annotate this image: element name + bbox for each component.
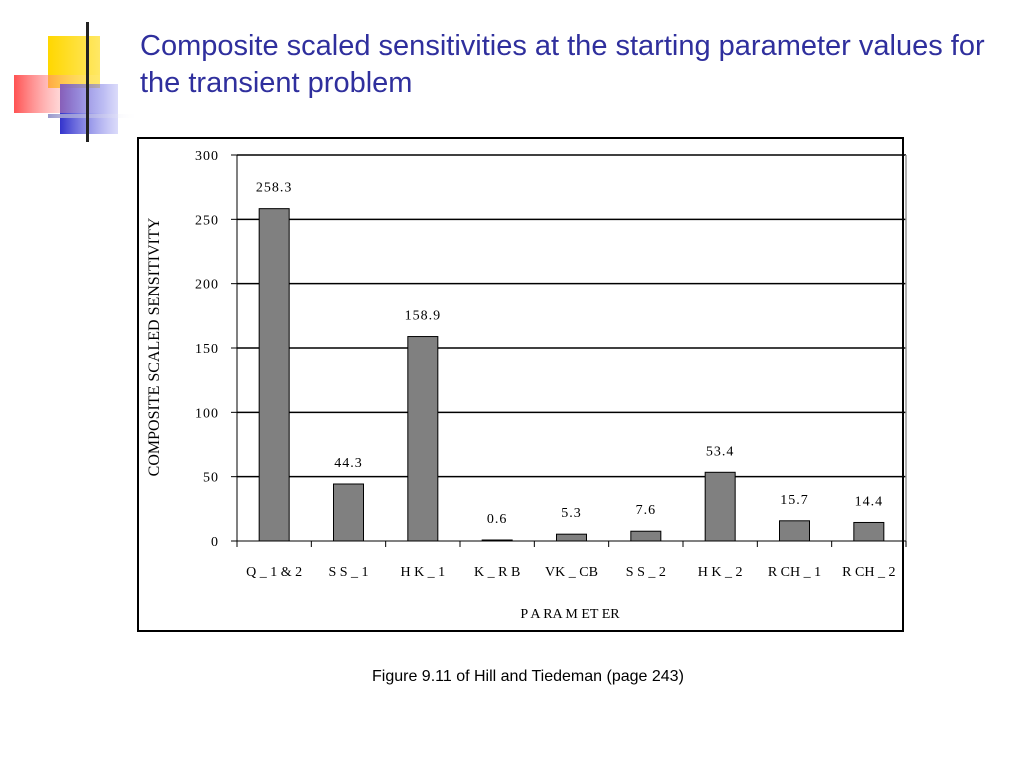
bar-SS_1 xyxy=(333,483,364,542)
x-tick-label: R CH _ 1 xyxy=(768,565,821,580)
y-tick-label: 100 xyxy=(195,406,219,421)
x-tick-label: H K _ 1 xyxy=(400,565,445,580)
figure-caption: Figure 9.11 of Hill and Tiedeman (page 2… xyxy=(372,668,684,685)
y-tick-label: 50 xyxy=(203,471,219,486)
data-label: 5.3 xyxy=(561,506,582,521)
x-tick-label: VK _ CB xyxy=(545,565,598,580)
bar-RCH_1 xyxy=(779,520,810,542)
logo-horizontal-line xyxy=(48,114,140,118)
data-label: 14.4 xyxy=(855,494,884,509)
y-tick-label: 300 xyxy=(195,149,219,164)
bar-VK_CB xyxy=(556,533,587,542)
decorative-logo xyxy=(14,22,140,142)
data-label: 0.6 xyxy=(487,512,508,527)
x-tick-label: S S _ 1 xyxy=(328,565,368,580)
x-tick-label: R CH _ 2 xyxy=(842,565,895,580)
x-tick-label: K _ R B xyxy=(474,565,520,580)
bar-HK_1 xyxy=(407,336,439,542)
y-axis-title: COMPOSITE SCALED SENSITIVITY xyxy=(146,217,163,476)
data-label: 158.9 xyxy=(405,309,442,324)
data-label: 15.7 xyxy=(780,493,809,508)
x-tick-label: Q _ 1 & 2 xyxy=(246,565,302,580)
y-tick-label: 250 xyxy=(195,213,219,228)
y-tick-label: 200 xyxy=(195,278,219,293)
data-label: 44.3 xyxy=(334,456,363,471)
logo-vertical-line xyxy=(86,22,89,142)
data-label: 53.4 xyxy=(706,444,735,459)
slide-title: Composite scaled sensitivities at the st… xyxy=(140,30,985,99)
bar-K_RB xyxy=(481,539,513,542)
x-tick-label: H K _ 2 xyxy=(698,565,743,580)
bar-Q_1&2 xyxy=(258,208,290,542)
x-axis-title: P A RA M ET ER xyxy=(520,607,620,622)
y-tick-label: 0 xyxy=(211,535,219,550)
bar-RCH_2 xyxy=(853,521,885,542)
bar-HK_2 xyxy=(704,471,736,542)
data-label: 7.6 xyxy=(636,503,657,518)
x-tick-label: S S _ 2 xyxy=(626,565,666,580)
y-tick-label: 150 xyxy=(195,342,219,357)
bar-SS_2 xyxy=(630,530,662,542)
data-label: 258.3 xyxy=(256,181,293,196)
